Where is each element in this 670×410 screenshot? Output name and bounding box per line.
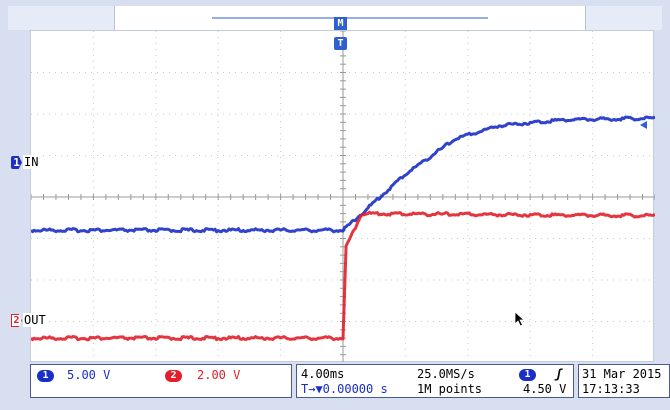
ch2-label: OUT	[23, 313, 47, 327]
rising-edge-icon: ʃ	[555, 367, 563, 381]
ch2-scale-value: 2.00 V	[197, 368, 241, 382]
trigger-position-readout: T→▼0.00000 s	[301, 382, 388, 396]
trace-in	[31, 115, 655, 234]
trigger-level-arrow-icon	[640, 121, 647, 129]
waveform-record-view	[114, 6, 586, 30]
ch1-scale-value: 5.00 V	[67, 368, 111, 382]
trigger-source-badge: 1	[519, 368, 536, 381]
ch1-scale-item[interactable]: 1	[37, 368, 54, 382]
waveform-svg	[31, 115, 655, 342]
ch2-badge: 2	[165, 369, 182, 382]
time: 17:13:33	[582, 382, 640, 396]
trigger-level-value: 4.50 V	[523, 382, 567, 396]
sample-rate: 25.0MS/s	[417, 367, 475, 381]
date-time-readout: 31 Mar 2015 17:13:33	[578, 364, 670, 398]
ch1-ground-marker[interactable]: 1	[11, 156, 22, 169]
record-view-bar	[212, 17, 488, 19]
timebase-readout[interactable]: 4.00ms 25.0MS/s T→▼0.00000 s 1M points 1…	[296, 364, 574, 398]
top-bar	[8, 6, 662, 30]
record-length: 1M points	[417, 382, 483, 396]
ch2-scale-item[interactable]: 2	[165, 368, 182, 382]
trace-out	[31, 210, 655, 342]
status-bar: 1 5.00 V 2 2.00 V 4.00ms 25.0MS/s T→▼0.0…	[0, 362, 670, 410]
expansion-point-m-icon: M	[334, 17, 347, 31]
date: 31 Mar 2015	[582, 367, 662, 381]
trigger-position-icon: T	[334, 37, 347, 50]
ch1-badge: 1	[37, 369, 54, 382]
channel-scale-readout[interactable]: 1 5.00 V 2 2.00 V	[30, 364, 292, 398]
waveform-graticule	[30, 30, 655, 363]
ch2-ground-marker[interactable]: 2	[11, 314, 22, 327]
ch1-label: IN	[23, 155, 40, 169]
trigger-source[interactable]: 1	[519, 367, 536, 381]
horizontal-scale: 4.00ms	[301, 367, 345, 381]
mouse-pointer-icon	[514, 311, 526, 327]
